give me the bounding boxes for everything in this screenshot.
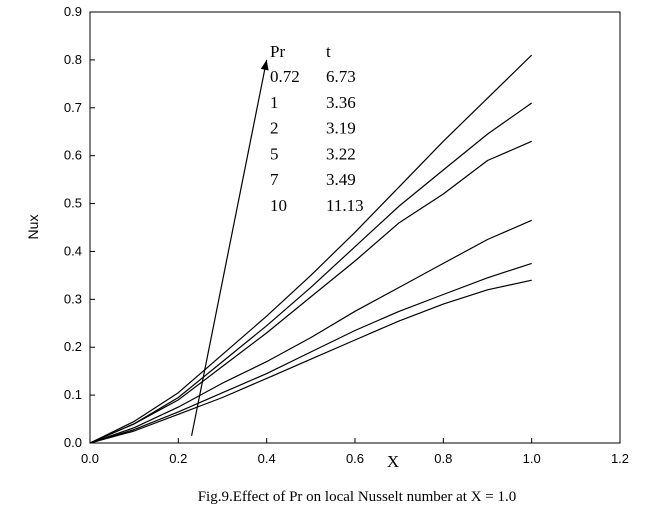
y-tick-label: 0.4 bbox=[64, 243, 82, 258]
x-tick-label: 0.0 bbox=[81, 451, 99, 466]
legend-pr-value: 0.72 bbox=[270, 67, 300, 86]
legend-pr-value: 7 bbox=[270, 170, 279, 189]
x-tick-label: 1.2 bbox=[611, 451, 629, 466]
series-line-5 bbox=[89, 102, 533, 444]
legend-t-value: 3.49 bbox=[326, 170, 356, 189]
series-line-4 bbox=[89, 140, 532, 444]
y-tick-label: 0.1 bbox=[64, 387, 82, 402]
x-tick-label: 0.4 bbox=[258, 451, 276, 466]
legend-pr-value: 5 bbox=[270, 144, 279, 163]
legend: Pr t 0.72 6.73 1 3.36 2 3.19 5 3.22 7 3.49 10 11.13 bbox=[270, 42, 364, 215]
y-tick-label: 0.5 bbox=[64, 196, 82, 211]
x-tick-label: 1.0 bbox=[523, 451, 541, 466]
legend-header-t: t bbox=[326, 42, 331, 61]
y-tick-label: 0.8 bbox=[64, 52, 82, 67]
y-tick-label: 0.3 bbox=[64, 291, 82, 306]
x-axis-title: X bbox=[387, 452, 399, 471]
legend-pr-value: 2 bbox=[270, 119, 279, 138]
legend-t-value: 6.73 bbox=[326, 67, 356, 86]
legend-pr-value: 10 bbox=[270, 196, 287, 215]
y-axis-title: Nux bbox=[25, 215, 41, 240]
y-axis: 0.0 0.1 0.2 0.3 0.4 0.5 0.6 0.7 0.8 0.9 bbox=[64, 4, 95, 450]
legend-t-value: 3.36 bbox=[326, 93, 356, 112]
series-line-2 bbox=[89, 279, 532, 444]
legend-t-value: 3.19 bbox=[326, 119, 356, 138]
series-line-3 bbox=[89, 219, 532, 444]
x-tick-label: 0.2 bbox=[169, 451, 187, 466]
series-group bbox=[89, 54, 533, 444]
y-tick-label: 0.7 bbox=[64, 100, 82, 115]
x-tick-label: 0.6 bbox=[346, 451, 364, 466]
y-tick-label: 0.9 bbox=[64, 4, 82, 19]
increasing-pr-arrow bbox=[190, 59, 269, 436]
legend-t-value: 3.22 bbox=[326, 144, 356, 163]
series-line-6 bbox=[89, 54, 533, 444]
x-axis: 0.0 0.2 0.4 0.6 0.8 1.0 1.2 bbox=[81, 438, 629, 466]
legend-header-pr: Pr bbox=[270, 42, 285, 61]
x-tick-label: 0.8 bbox=[434, 451, 452, 466]
legend-t-value: 11.13 bbox=[326, 196, 364, 215]
y-tick-label: 0.0 bbox=[64, 435, 82, 450]
legend-pr-value: 1 bbox=[270, 93, 279, 112]
arrow-head bbox=[260, 59, 269, 71]
arrow-shaft bbox=[190, 59, 268, 436]
figure-caption: Fig.9.Effect of Pr on local Nusselt numb… bbox=[198, 489, 517, 505]
y-tick-label: 0.6 bbox=[64, 148, 82, 163]
y-tick-label: 0.2 bbox=[64, 339, 82, 354]
series-line-1 bbox=[89, 262, 532, 444]
